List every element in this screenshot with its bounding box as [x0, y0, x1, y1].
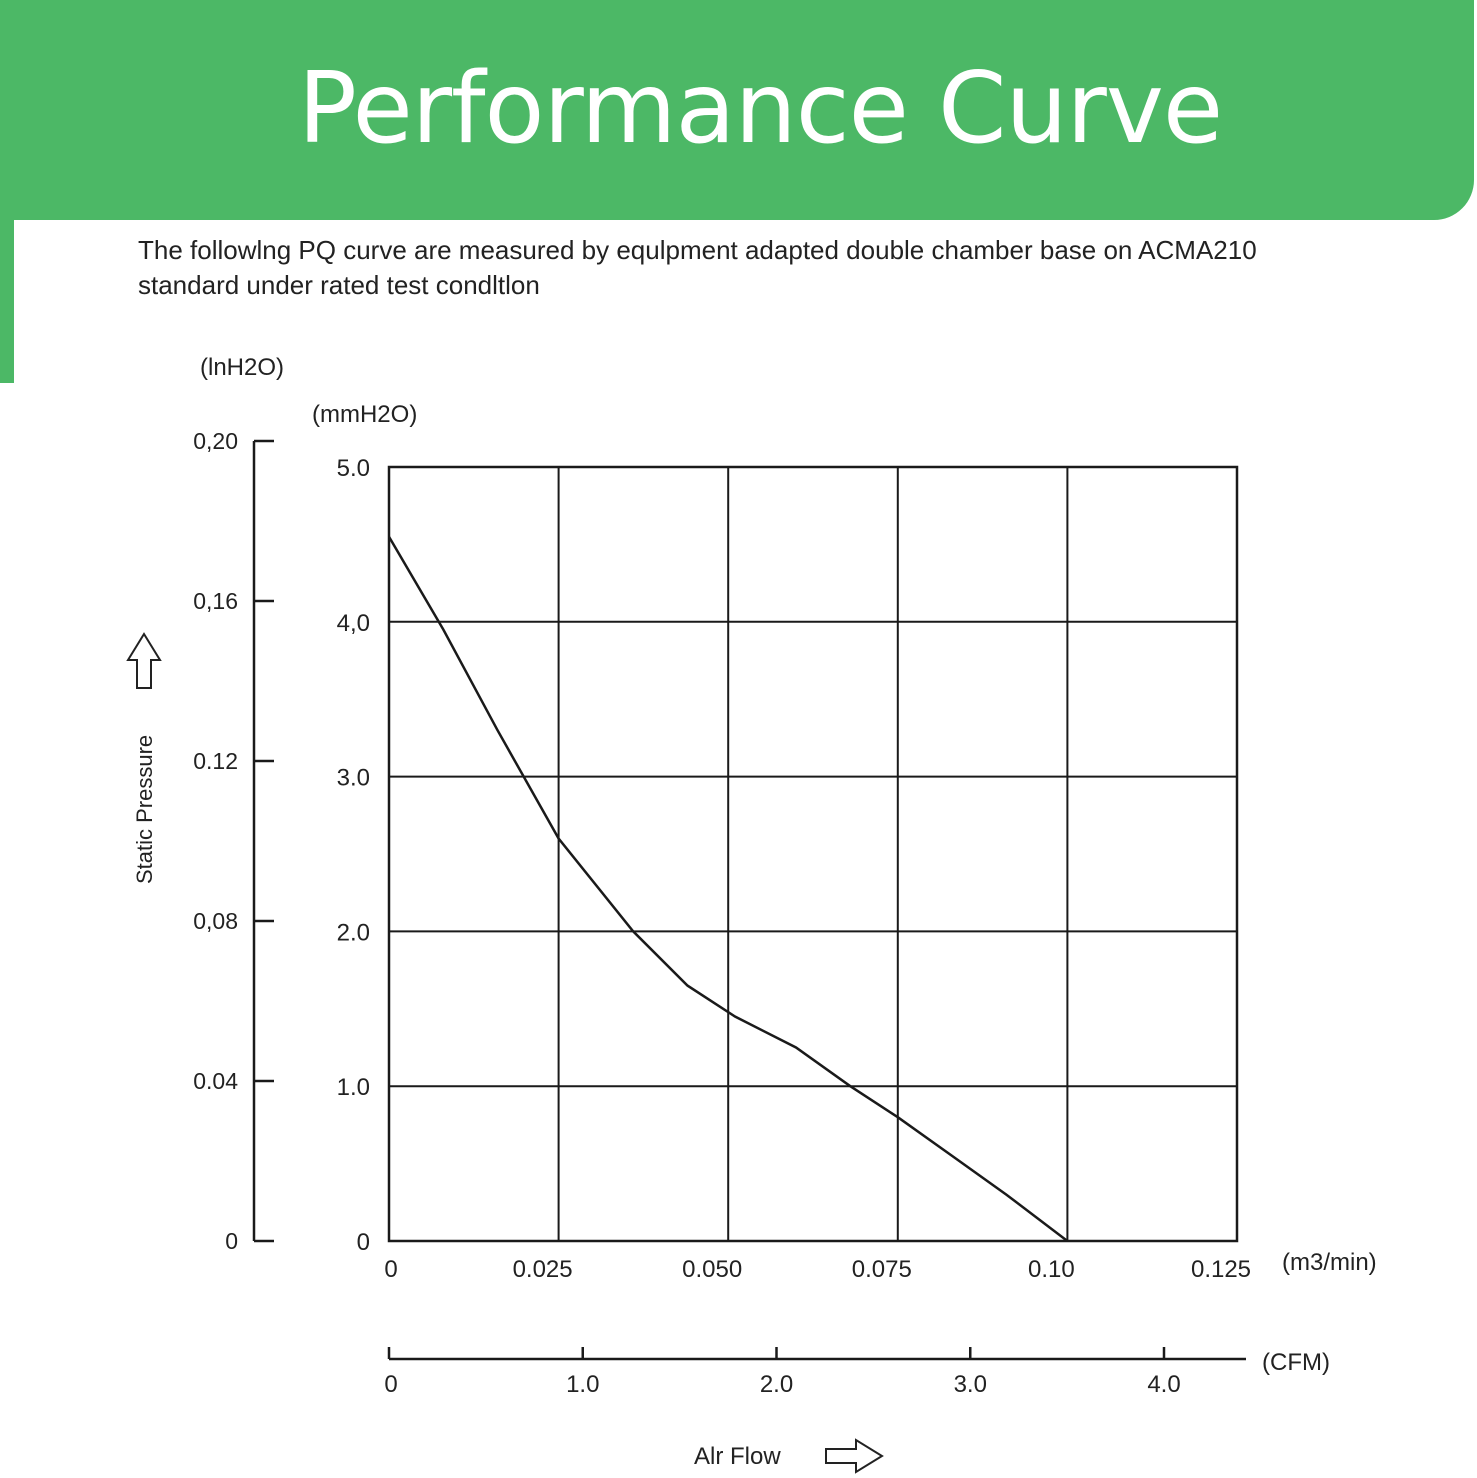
header-banner — [0, 0, 1474, 220]
x2-tick-label: 4.0 — [1147, 1371, 1180, 1398]
x-tick-label: 0.125 — [1191, 1256, 1251, 1283]
secondary-x-axis: 0 1.0 2.0 3.0 4.0 — [384, 1347, 1246, 1398]
x-tick-label: 0 — [384, 1256, 397, 1283]
y2-tick-label: 0.04 — [193, 1068, 238, 1094]
description-line-2: standard under rated test condltlon — [138, 270, 540, 300]
y-axis-label: Static Pressure — [132, 735, 157, 884]
pq-curve-line — [387, 536, 1069, 1242]
y-tick-label: 3.0 — [337, 765, 370, 792]
x-axis-label: Alr Flow — [694, 1443, 781, 1470]
description: The followlng PQ curve are measured by e… — [138, 233, 1438, 303]
up-arrow-icon — [126, 632, 162, 689]
y2-tick-label: 0,08 — [193, 908, 238, 934]
page-title: Performance Curve — [297, 52, 1223, 166]
right-arrow-icon — [825, 1438, 884, 1474]
plot-frame — [387, 465, 1239, 1243]
x2-tick-label: 0 — [384, 1371, 397, 1398]
description-line-1: The followlng PQ curve are measured by e… — [138, 235, 1257, 265]
x2-tick-label: 1.0 — [566, 1371, 599, 1398]
grid-lines — [389, 467, 1237, 1241]
x-unit-label: (m3/min) — [1282, 1249, 1377, 1276]
x-tick-labels: 0 0.025 0.050 0.075 0.10 0.125 — [384, 1256, 1251, 1283]
y-tick-label: 0 — [357, 1229, 370, 1256]
x-tick-label: 0.075 — [852, 1256, 912, 1283]
y2-tick-label: 0 — [225, 1228, 238, 1254]
x2-tick-label: 2.0 — [760, 1371, 793, 1398]
y-unit-label: (mmH2O) — [312, 401, 417, 428]
x2-tick-label: 3.0 — [954, 1371, 987, 1398]
y-tick-label: 2.0 — [337, 919, 370, 946]
x-tick-label: 0.10 — [1028, 1256, 1075, 1283]
y-tick-labels: 0 1.0 2.0 3.0 4,0 5.0 — [337, 455, 370, 1256]
x-tick-label: 0.025 — [513, 1256, 573, 1283]
y2-tick-label: 0.12 — [193, 748, 238, 774]
banner-accent-strip — [0, 200, 14, 383]
x-tick-label: 0.050 — [682, 1256, 742, 1283]
y2-unit-label: (lnH2O) — [200, 354, 284, 381]
y2-tick-label: 0,20 — [193, 428, 238, 454]
y-tick-label: 4,0 — [337, 610, 370, 637]
y2-tick-label: 0,16 — [193, 588, 238, 614]
x2-unit-label: (CFM) — [1262, 1349, 1330, 1376]
y-tick-label: 5.0 — [337, 455, 370, 482]
secondary-y-axis: 0 0.04 0,08 0.12 0,16 0,20 — [193, 428, 274, 1254]
y-tick-label: 1.0 — [337, 1074, 370, 1101]
